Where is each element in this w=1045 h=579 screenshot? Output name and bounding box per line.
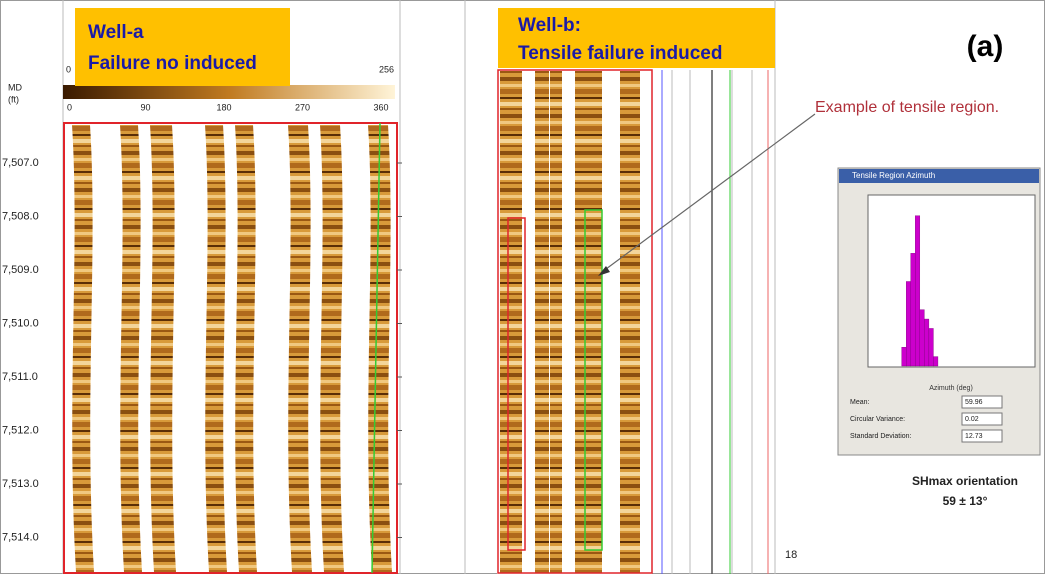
colorbar-label: 256 <box>379 64 394 74</box>
well-subtitle: Tensile failure induced <box>518 43 722 64</box>
result-title: SHmax orientation <box>912 474 1018 488</box>
image-strip <box>150 125 176 572</box>
image-strip <box>72 125 94 572</box>
color-bar <box>63 85 395 99</box>
image-strip <box>205 125 227 572</box>
image-strip <box>620 71 640 573</box>
histogram-bar <box>933 357 938 366</box>
well-subtitle: Failure no induced <box>88 53 257 74</box>
histogram-window: Tensile Region Azimuth Azimuth (deg) Mea… <box>838 168 1040 455</box>
image-strip <box>535 71 549 573</box>
depth-header: (ft) <box>8 94 19 104</box>
depth-label: 7,514.0 <box>2 531 39 543</box>
image-strip <box>120 125 142 572</box>
azimuth-label: 360 <box>373 102 388 112</box>
well-title: Well-b: <box>518 15 581 36</box>
azimuth-label: 90 <box>140 102 150 112</box>
x-axis-label: Azimuth (deg) <box>929 385 973 392</box>
image-strip <box>550 71 562 573</box>
azimuth-label: 270 <box>295 102 310 112</box>
image-strip <box>320 125 344 572</box>
page-number: 18 <box>785 549 797 561</box>
stat-label: Mean: <box>850 399 870 406</box>
image-strip <box>235 125 257 572</box>
azimuth-label: 0 <box>67 102 72 112</box>
stat-value: 0.02 <box>965 416 979 423</box>
panel-label: (a) <box>967 30 1004 63</box>
depth-label: 7,509.0 <box>2 264 39 276</box>
image-strip <box>588 71 602 573</box>
image-strip <box>288 125 312 572</box>
depth-header: MD <box>8 82 22 92</box>
depth-label: 7,508.0 <box>2 210 39 222</box>
histogram-bar <box>902 347 907 366</box>
histogram-bar <box>906 282 911 367</box>
well-title: Well-a <box>88 22 144 43</box>
histogram-bar <box>929 328 934 366</box>
colorbar-label: 0 <box>66 64 71 74</box>
histogram-bar <box>915 216 920 366</box>
stat-value: 59.96 <box>965 399 983 406</box>
depth-label: 7,507.0 <box>2 157 39 169</box>
image-strip <box>368 125 392 572</box>
depth-label: 7,512.0 <box>2 424 39 436</box>
depth-label: 7,513.0 <box>2 478 39 490</box>
window-title: Tensile Region Azimuth <box>852 171 935 180</box>
annotation: Example of tensile region. <box>815 99 999 116</box>
azimuth-label: 180 <box>216 102 231 112</box>
stat-value: 12.73 <box>965 433 983 440</box>
header-box <box>75 8 290 86</box>
histogram-bar <box>924 319 929 366</box>
histogram-bar <box>920 310 925 366</box>
stat-label: Circular Variance: <box>850 416 905 423</box>
histogram-bar <box>911 253 916 366</box>
stat-label: Standard Deviation: <box>850 433 912 440</box>
depth-label: 7,510.0 <box>2 317 39 329</box>
image-strip <box>575 71 589 573</box>
image-strip <box>500 71 522 573</box>
depth-label: 7,511.0 <box>2 371 38 383</box>
figure: Well-a Failure no induced 0 256 MD (ft) … <box>0 0 1045 574</box>
result-value: 59 ± 13° <box>943 494 988 508</box>
